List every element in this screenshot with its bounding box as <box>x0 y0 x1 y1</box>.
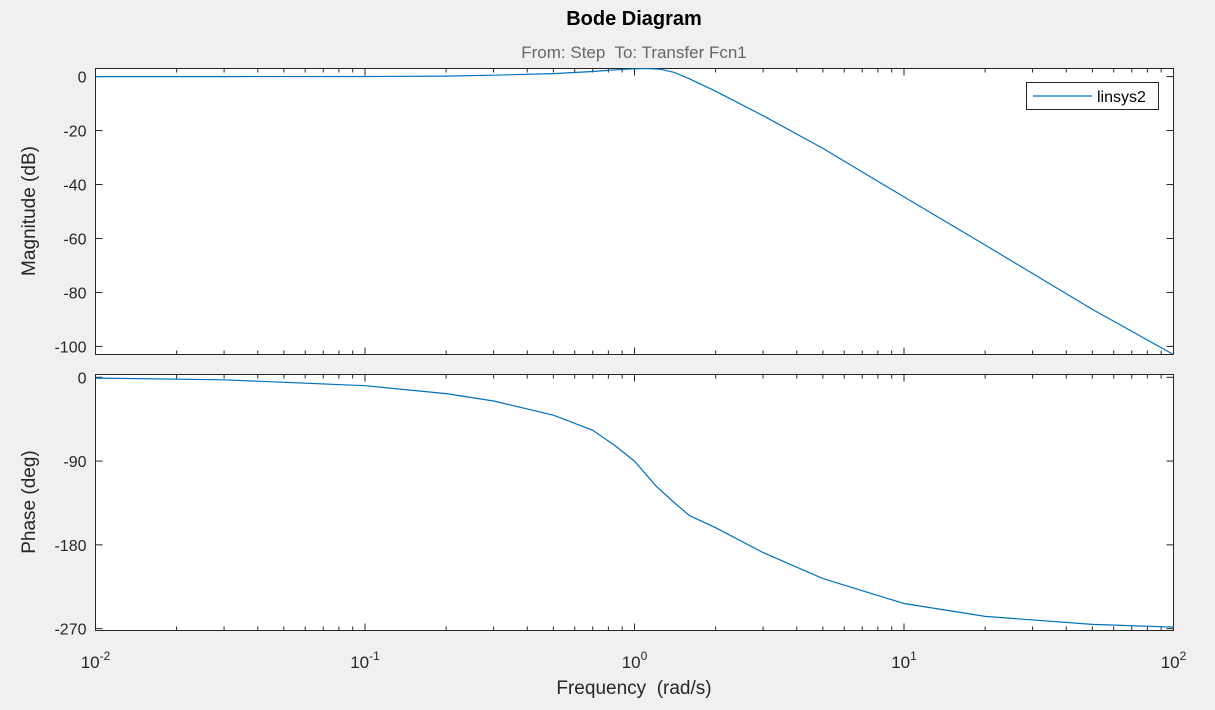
legend[interactable]: linsys2 <box>1026 82 1159 110</box>
x-tick-label: 101 <box>891 649 917 672</box>
phase-ticks: 0 -90 -180 -270 <box>54 370 1174 639</box>
chart-subtitle: From: Step To: Transfer Fcn1 <box>521 43 747 62</box>
x-axis-label: Frequency (rad/s) <box>556 678 711 699</box>
y-tick-label: -60 <box>63 231 86 248</box>
x-tick-label: 10-2 <box>81 649 111 672</box>
legend-entry-label: linsys2 <box>1097 89 1146 106</box>
y-tick-label: -180 <box>54 538 86 555</box>
magnitude-series-line <box>95 67 1174 356</box>
y-tick-label: 0 <box>78 70 87 87</box>
y-tick-label: 0 <box>78 370 87 387</box>
x-tick-label: 102 <box>1161 649 1187 672</box>
phase-plot-area[interactable] <box>95 374 1174 631</box>
y-tick-label: -80 <box>63 285 86 302</box>
y-tick-label: -40 <box>63 178 86 195</box>
phase-axis-label: Phase (deg) <box>19 450 40 554</box>
x-tick-label: 100 <box>622 649 648 672</box>
y-tick-label: -20 <box>63 124 86 141</box>
y-tick-label: -270 <box>54 622 86 639</box>
magnitude-plot-area[interactable] <box>95 68 1174 355</box>
x-tick-labels: 10-2 10-1 100 101 102 <box>81 649 1187 672</box>
x-tick-label: 10-1 <box>350 649 380 672</box>
chart-title: Bode Diagram <box>566 8 702 30</box>
magnitude-axis-label: Magnitude (dB) <box>19 146 40 276</box>
y-tick-label: -90 <box>63 454 86 471</box>
y-tick-label: -100 <box>54 339 86 356</box>
phase-series-line <box>95 377 1174 628</box>
